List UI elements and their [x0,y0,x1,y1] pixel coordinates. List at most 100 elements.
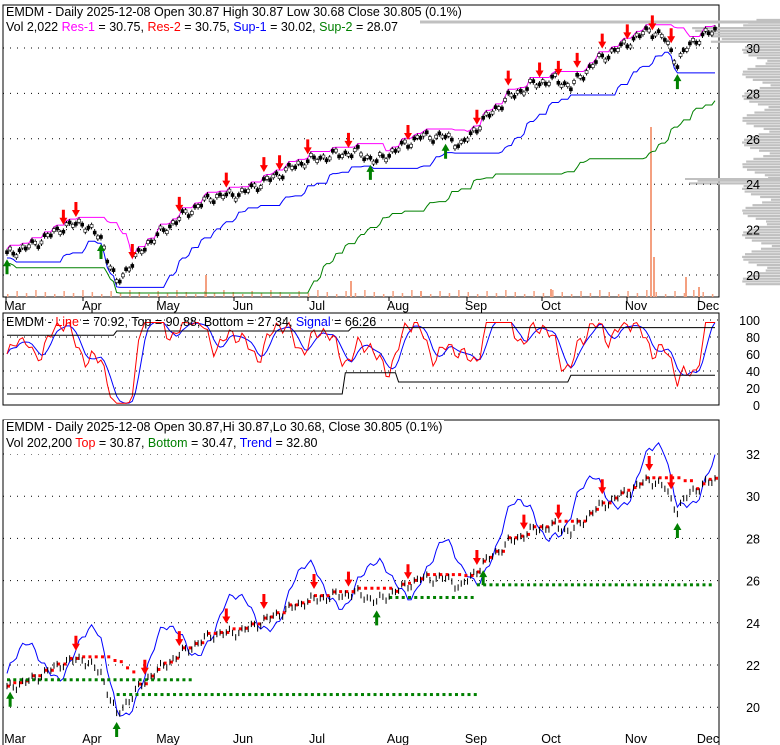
candle-body [518,89,523,93]
candle-body [143,247,147,252]
volume-profile-bar [756,56,780,60]
candle-body [553,73,558,77]
volume-profile-bar [747,67,780,71]
volume-profile-bar [771,244,780,248]
volume-bar [411,290,413,297]
candle-body [42,233,47,237]
candle-body [493,105,498,109]
sell-arrow [403,125,412,141]
candle-body [30,239,34,243]
volume-bar [702,292,704,297]
candle-body [500,106,504,111]
candle-body [531,79,536,83]
candle-body [39,240,44,245]
candle-body [218,192,222,197]
volume-bar [401,293,404,297]
volume-profile-bar [743,97,780,101]
volume-bar [345,291,347,297]
volume-profile-bar [768,106,780,109]
volume-bar [194,294,197,297]
candle-body [625,44,630,49]
candle-body [685,48,689,52]
candle-body [594,60,598,64]
candle-body [186,214,191,218]
volume-profile-bar [743,258,780,261]
volume-profile-bar [743,185,780,188]
volume-bar [288,294,291,297]
candle-body [569,87,573,92]
volume-profile-bar [747,214,780,218]
volume-profile-bar [742,165,780,169]
y-tick-label: 30 [746,490,760,504]
volume-profile-bar [746,160,780,163]
candle-body [14,254,19,259]
y-tick-label: 22 [746,659,760,673]
volume-bar [589,293,592,297]
buy-arrow [6,691,15,707]
volume-bar [636,293,639,297]
volume-profile-bar [766,220,780,223]
y-tick-label: 24 [746,617,760,631]
candle-body [252,183,257,188]
volume-profile-bar [763,155,780,158]
volume-bar [82,290,84,297]
candle-body [638,34,642,39]
sell-arrow [140,659,149,675]
candle-body [70,224,75,228]
volume-bar [326,292,329,297]
buy-arrow [112,721,121,737]
volume-profile-bar [755,65,780,68]
x-tick-label: Apr [82,732,101,745]
volume-profile-bar [756,225,780,229]
candle-body [340,154,345,158]
volume-profile-bar [751,43,780,46]
volume-profile-bar [753,125,780,128]
volume-profile-bar [768,176,780,180]
volume-profile-bar [742,73,780,76]
volume-profile-bar [767,59,780,62]
y-tick-label: 24 [746,178,760,192]
candle-body [230,193,235,197]
candle-body [268,178,272,182]
sell-arrow [554,504,563,520]
sell-arrow [71,201,80,217]
candle-body [525,87,529,91]
candle-body [703,28,708,32]
buy-arrow [441,143,450,159]
candle-body [324,158,329,163]
candle-body [528,79,532,83]
volume-bar [711,294,714,297]
sell-arrow [535,62,544,78]
x-tick-label: Jul [309,732,325,745]
candle-body [202,196,207,201]
volume-profile-bar [765,62,780,65]
sell-arrow [472,550,481,566]
volume-bar [298,291,300,297]
candle-body [478,126,482,131]
volume-profile-bar [742,95,780,98]
candle-body [462,138,467,142]
volume-profile-bar [748,228,780,231]
sell-arrow [573,52,582,68]
y-tick-label: 22 [746,224,760,238]
x-tick-label: Aug [387,299,409,313]
volume-profile-bar [743,231,780,234]
volume-bar [205,275,207,297]
sell-arrow [519,514,528,530]
candle-body [431,140,435,144]
buy-arrow [673,74,682,90]
x-tick-label: Jun [233,299,253,313]
volume-profile-bar [751,250,780,253]
volume-profile-bar [759,149,780,152]
candle-body [634,32,639,37]
x-tick-label: Sep [465,299,487,313]
sell-arrow [554,60,563,76]
sell-arrow [59,209,68,225]
candle-body [616,48,620,52]
candle-body [681,48,686,53]
y-tick-label: 20 [746,701,760,715]
candle-body [117,279,122,284]
candle-body [622,39,626,44]
candle-body [23,246,28,251]
volume-profile-bar [754,171,780,174]
